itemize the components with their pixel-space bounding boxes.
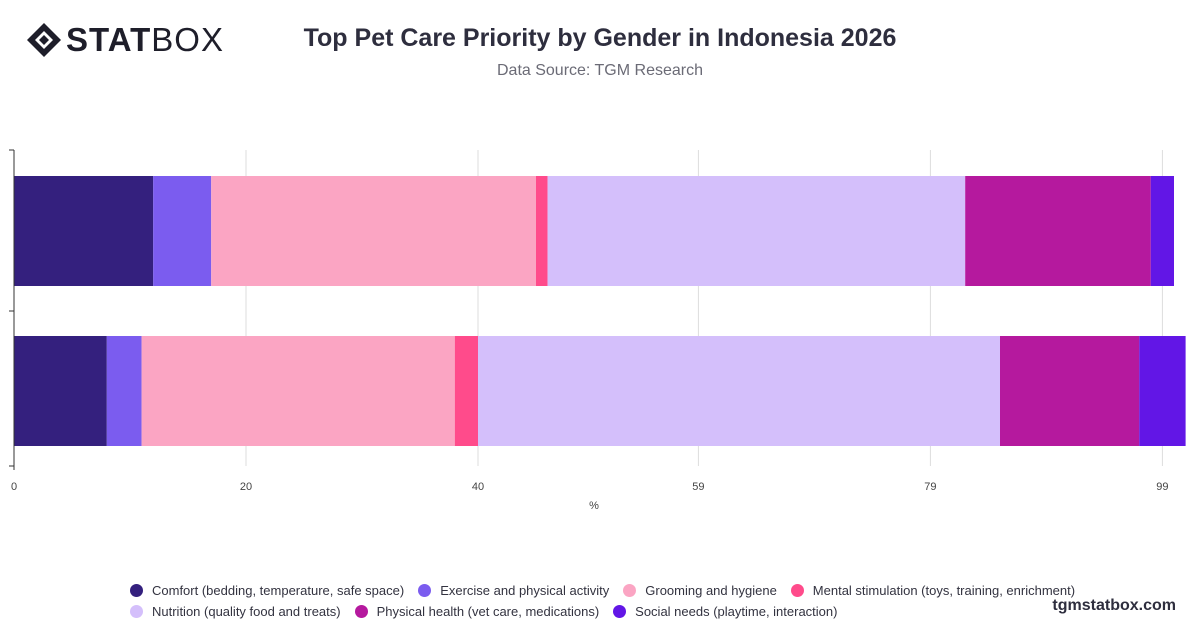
bar-segment[interactable] xyxy=(536,176,548,286)
legend-item-comfort[interactable]: Comfort (bedding, temperature, safe spac… xyxy=(130,583,404,598)
bar-segment[interactable] xyxy=(965,176,1151,286)
bar-segment[interactable] xyxy=(478,336,1000,446)
bar-segment[interactable] xyxy=(1139,336,1186,446)
chart-title: Top Pet Care Priority by Gender in Indon… xyxy=(303,24,897,52)
x-axis-label: % xyxy=(589,500,599,512)
legend-swatch xyxy=(613,605,627,618)
legend-label: Social needs (playtime, interaction) xyxy=(635,604,838,619)
legend-item-nutrition[interactable]: Nutrition (quality food and treats) xyxy=(130,604,341,619)
bar-segment[interactable] xyxy=(14,336,107,446)
x-tick-label: 20 xyxy=(240,481,252,493)
chart-legend: Comfort (bedding, temperature, safe spac… xyxy=(130,580,1090,622)
legend-label: Exercise and physical activity xyxy=(440,583,610,598)
legend-label: Mental stimulation (toys, training, enri… xyxy=(812,583,1076,598)
legend-item-physical-health[interactable]: Physical health (vet care, medications) xyxy=(354,604,600,619)
watermark: tgmstatbox.com xyxy=(1052,597,1176,614)
legend-row: Nutrition (quality food and treats) Phys… xyxy=(130,601,1090,622)
legend-swatch xyxy=(790,584,804,597)
legend-swatch xyxy=(130,605,143,618)
legend-item-exercise[interactable]: Exercise and physical activity xyxy=(418,583,609,598)
legend-label: Grooming and hygiene xyxy=(645,583,777,598)
chart-subtitle: Data Source: TGM Research xyxy=(496,62,703,79)
bar-segment[interactable] xyxy=(1150,176,1174,286)
legend-label: Physical health (vet care, medications) xyxy=(376,604,600,619)
legend-label: Comfort (bedding, temperature, safe spac… xyxy=(152,583,405,598)
legend-swatch xyxy=(623,584,637,597)
bar-segment[interactable] xyxy=(454,336,478,446)
legend-row: Comfort (bedding, temperature, safe spac… xyxy=(130,580,1090,601)
logo-text-light: BOX xyxy=(151,21,224,58)
legend-swatch xyxy=(354,605,368,618)
x-tick-label: 99 xyxy=(1156,481,1168,493)
legend-swatch xyxy=(418,584,432,597)
statbox-diamond-icon xyxy=(27,23,61,57)
bar-segment[interactable] xyxy=(547,176,966,286)
legend-item-social-needs[interactable]: Social needs (playtime, interaction) xyxy=(613,604,837,619)
bar-segment[interactable] xyxy=(106,336,142,446)
legend-swatch xyxy=(130,584,143,597)
legend-label: Nutrition (quality food and treats) xyxy=(152,604,341,619)
legend-item-mental-stimulation[interactable]: Mental stimulation (toys, training, enri… xyxy=(790,583,1076,598)
x-tick-label: 59 xyxy=(692,481,704,493)
bar-segment[interactable] xyxy=(153,176,212,286)
logo-text-bold: STAT xyxy=(66,21,152,58)
x-tick-label: 0 xyxy=(11,481,17,493)
bar-segment[interactable] xyxy=(1000,336,1140,446)
bar-segment[interactable] xyxy=(211,176,536,286)
x-tick-label: 40 xyxy=(472,481,484,493)
logo-wordmark: STATBOX xyxy=(66,22,224,58)
bar-segment[interactable] xyxy=(141,336,455,446)
legend-item-grooming[interactable]: Grooming and hygiene xyxy=(623,583,777,598)
bar-segment[interactable] xyxy=(14,176,154,286)
x-tick-label: 79 xyxy=(924,481,936,493)
statbox-logo: STATBOX xyxy=(26,22,224,58)
stacked-bar-chart: 0 20 40 59 79 99% xyxy=(9,149,1186,512)
